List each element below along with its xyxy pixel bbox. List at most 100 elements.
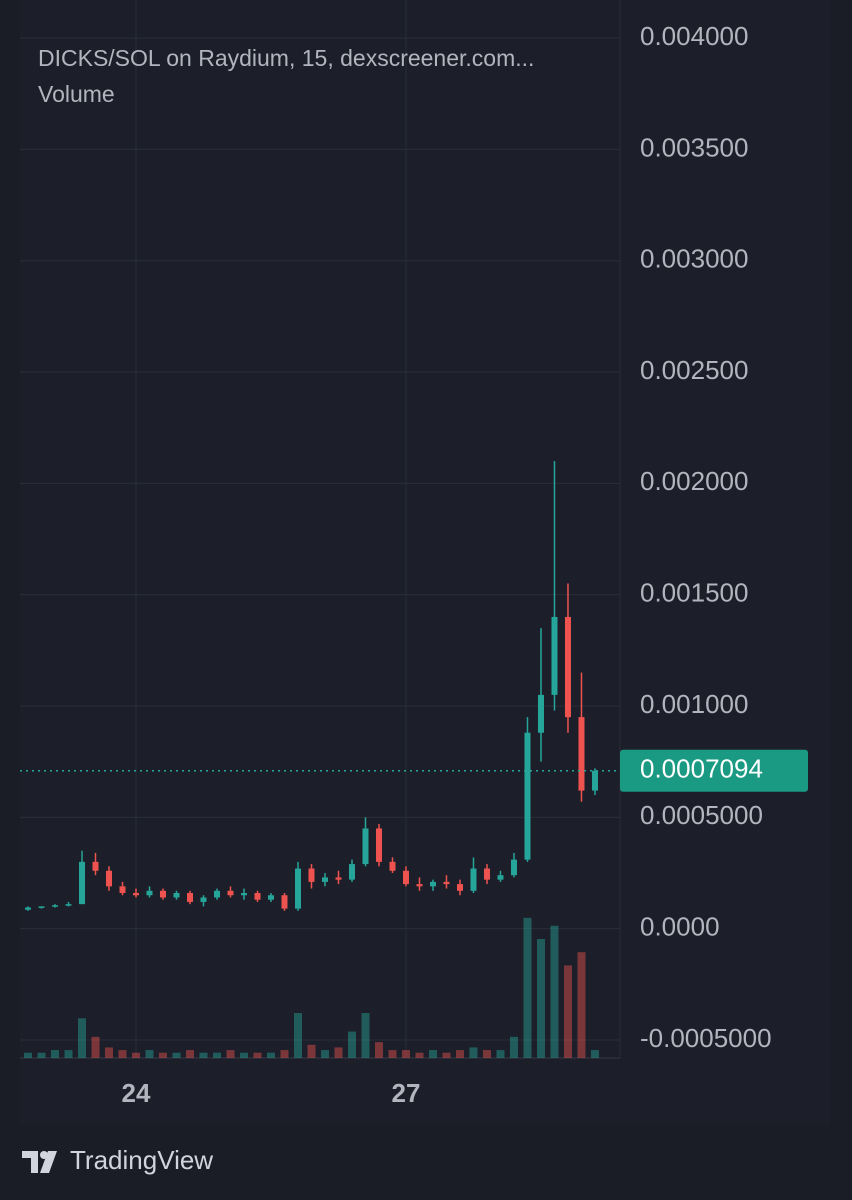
- volume-bar: [428, 1050, 437, 1058]
- volume-bar: [37, 1052, 46, 1058]
- candle-body: [429, 881, 436, 887]
- candle-body: [92, 861, 99, 871]
- volume-bar: [563, 965, 572, 1058]
- candle-body: [578, 717, 585, 791]
- candle-body: [537, 694, 544, 733]
- candles: [25, 461, 598, 911]
- volume-bar: [320, 1050, 329, 1058]
- candle-body: [240, 893, 247, 896]
- volume-bar: [347, 1031, 356, 1058]
- logo-dot: [40, 1151, 48, 1159]
- volume-bar: [213, 1052, 222, 1058]
- candle-body: [214, 890, 221, 898]
- volume-bar: [482, 1050, 491, 1058]
- candle-body: [470, 868, 477, 891]
- volume-bar: [442, 1052, 451, 1058]
- x-tick-label: 27: [392, 1078, 421, 1108]
- volume-bar: [307, 1044, 316, 1058]
- chart-title: DICKS/SOL on Raydium, 15, dexscreener.co…: [38, 45, 534, 71]
- volume-bars: [24, 917, 599, 1058]
- candle-body: [335, 877, 342, 880]
- candle-body: [227, 890, 234, 896]
- volume-bar: [550, 925, 559, 1058]
- volume-bar: [455, 1050, 464, 1058]
- candle-body: [119, 886, 126, 894]
- y-tick-label: -0.0005000: [640, 1023, 772, 1053]
- candle-body: [160, 890, 167, 898]
- grid: [20, 0, 620, 1058]
- volume-bar: [536, 938, 545, 1058]
- candle-body: [524, 732, 531, 860]
- last-price-box: [620, 749, 808, 792]
- volume-bar: [469, 1047, 478, 1058]
- candle-body: [65, 904, 72, 906]
- candle-body: [443, 881, 450, 885]
- volume-bar: [590, 1050, 599, 1058]
- candle-body: [362, 828, 369, 865]
- volume-bar: [159, 1052, 168, 1058]
- volume-bar: [172, 1052, 181, 1058]
- volume-bar: [266, 1052, 275, 1058]
- volume-bar: [374, 1042, 383, 1058]
- last-price-label: 0.0007094: [640, 754, 763, 784]
- candle-body: [106, 870, 113, 887]
- volume-bar: [91, 1036, 100, 1058]
- volume-bar: [293, 1013, 302, 1058]
- candle-body: [483, 868, 490, 880]
- candle-body: [551, 616, 558, 695]
- y-tick-label: 0.0005000: [640, 800, 763, 830]
- candle-body: [564, 616, 571, 718]
- candle-body: [200, 897, 207, 902]
- volume-bar: [226, 1050, 235, 1058]
- y-tick-label: 0.001500: [640, 578, 748, 608]
- candle-body: [375, 828, 382, 862]
- candle-body: [173, 893, 180, 898]
- volume-bar: [280, 1050, 289, 1058]
- volume-bar: [334, 1047, 343, 1058]
- candle-body: [254, 893, 261, 900]
- volume-bar: [118, 1050, 127, 1058]
- candle-body: [294, 868, 301, 909]
- y-tick-label: 0.002500: [640, 355, 748, 385]
- candle-body: [79, 861, 86, 905]
- volume-label: Volume: [38, 81, 115, 107]
- candle-body: [133, 893, 140, 896]
- volume-bar: [51, 1050, 60, 1058]
- candle-body: [510, 859, 517, 876]
- candle-body: [267, 895, 274, 900]
- volume-bar: [199, 1052, 208, 1058]
- y-tick-label: 0.001000: [640, 689, 748, 719]
- chart-panel: [20, 0, 830, 1125]
- candle-body: [591, 770, 598, 791]
- axes: 0.004000 0.003500 0.003000 0.002500 0.002000…: [20, 21, 808, 1108]
- volume-bar: [577, 952, 586, 1058]
- candle-body: [321, 877, 328, 882]
- candle-body: [402, 870, 409, 885]
- candle-body: [416, 884, 423, 887]
- logo-mark: [22, 1151, 57, 1173]
- candle-body: [25, 907, 32, 910]
- volume-bar: [415, 1052, 424, 1058]
- volume-bar: [509, 1036, 518, 1058]
- volume-bar: [186, 1050, 195, 1058]
- volume-bar: [523, 917, 532, 1058]
- x-tick-label: 24: [122, 1078, 151, 1108]
- y-tick-label: 0.003500: [640, 132, 748, 162]
- candle-body: [308, 868, 315, 882]
- y-tick-label: 0.002000: [640, 466, 748, 496]
- candle-body: [389, 861, 396, 871]
- volume-bar: [239, 1052, 248, 1058]
- candle-body: [52, 905, 59, 907]
- candle-body: [497, 875, 504, 880]
- volume-bar: [78, 1018, 87, 1058]
- volume-bar: [64, 1050, 73, 1058]
- candle-body: [38, 906, 45, 908]
- brand-name: TradingView: [70, 1145, 213, 1175]
- volume-bar: [361, 1013, 370, 1058]
- candle-body: [348, 864, 355, 880]
- candle-body: [187, 893, 194, 902]
- y-tick-label: 0.004000: [640, 21, 748, 51]
- volume-bar: [105, 1047, 114, 1058]
- candle-body: [281, 895, 288, 909]
